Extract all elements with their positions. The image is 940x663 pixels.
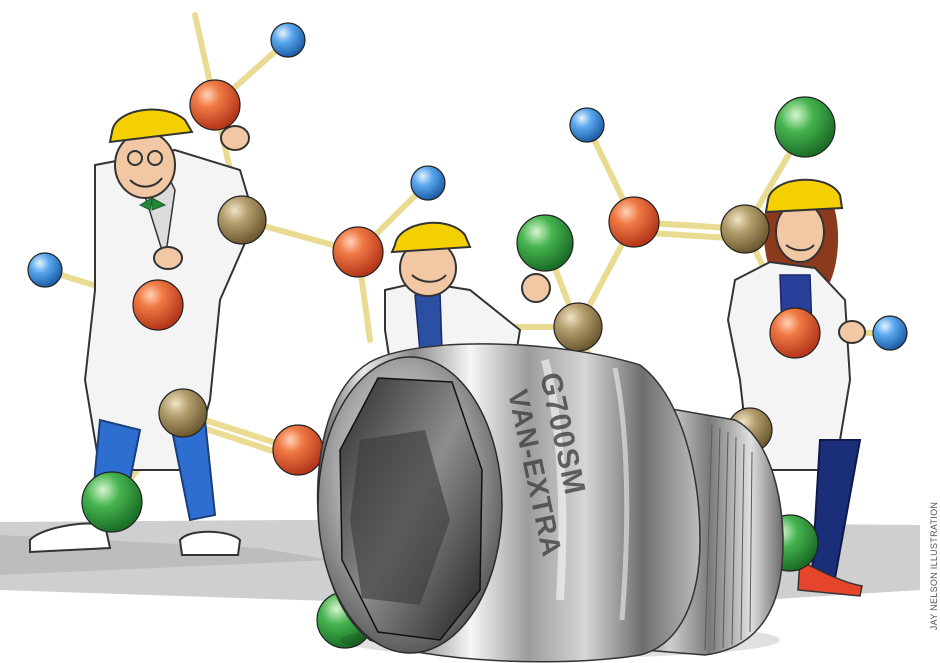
atom-bronze [217,195,267,245]
atom-green [81,471,143,533]
atom-orange [132,279,184,331]
atom-bronze [720,204,770,254]
atom-blue [569,107,605,143]
atom-blue [27,252,63,288]
atom-blue [270,22,306,58]
molecule-atoms [27,22,908,649]
atom-orange [608,196,660,248]
atom-green [516,214,574,272]
scientist-left [29,108,257,556]
atom-orange [272,424,324,476]
atom-blue [872,315,908,351]
atom-green [774,96,836,158]
illustration-credit: JAY NELSON ILLUSTRATION [929,501,939,631]
chrome-socket: G700SM VAN-EXTRA [316,343,784,663]
atom-orange [189,79,241,131]
atom-blue [410,165,446,201]
atom-orange [769,307,821,359]
atom-bronze [553,302,603,352]
atom-bronze [158,388,208,438]
atom-orange [332,226,384,278]
